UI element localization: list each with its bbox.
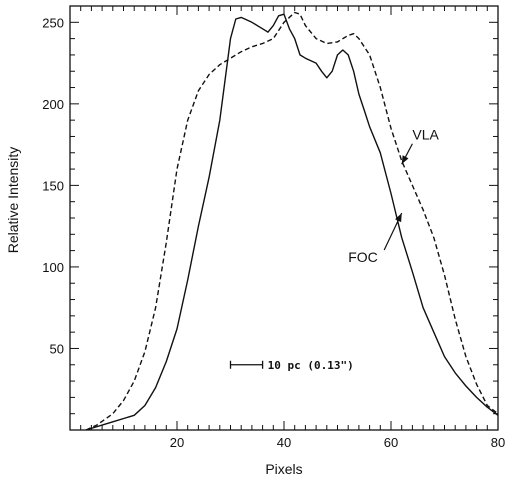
y-tick-label: 100 xyxy=(42,260,64,275)
y-tick-label: 200 xyxy=(42,97,64,112)
y-tick-label: 50 xyxy=(50,341,64,356)
x-axis-title: Pixels xyxy=(265,461,302,477)
annotations: VLA FOC xyxy=(348,127,439,265)
scale-bar: 10 pc (0.13") xyxy=(229,359,354,372)
series-line-foc xyxy=(85,13,499,431)
scale-bar-label: 10 pc (0.13") xyxy=(268,359,354,372)
annotation-arrowhead xyxy=(395,213,402,223)
x-tick-label: 80 xyxy=(491,435,505,450)
series-lines xyxy=(85,11,499,431)
tick-labels: 20 40 60 80 50 100 150 200 250 xyxy=(42,15,505,450)
axis-ticks xyxy=(70,6,498,430)
y-axis-title: Relative Intensity xyxy=(5,147,21,254)
annotation-arrowhead xyxy=(401,155,409,165)
x-tick-label: 20 xyxy=(170,435,184,450)
x-tick-label: 60 xyxy=(384,435,398,450)
x-tick-label: 40 xyxy=(277,435,291,450)
y-tick-label: 250 xyxy=(42,15,64,30)
y-tick-label: 150 xyxy=(42,178,64,193)
annotation-foc: FOC xyxy=(348,249,378,265)
annotation-vla: VLA xyxy=(412,127,439,143)
